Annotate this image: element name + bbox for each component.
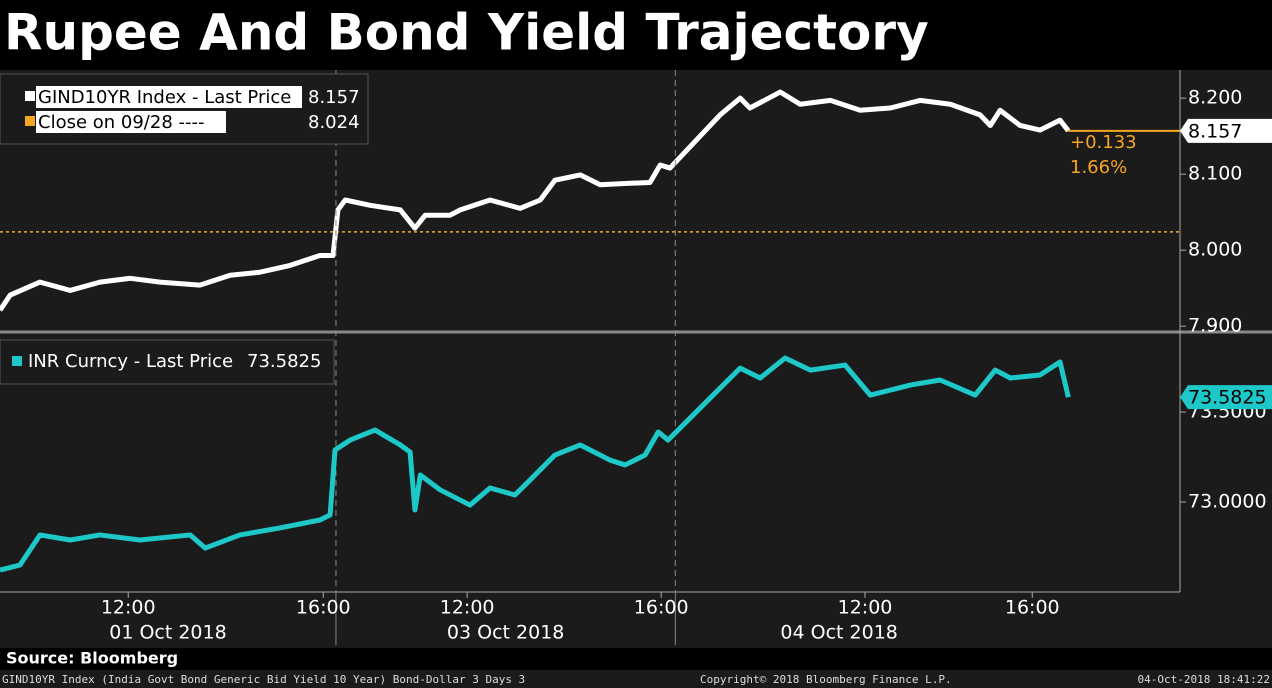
last-price-tag	[1180, 385, 1272, 410]
footer-bar	[0, 670, 1272, 688]
x-tick-label: 12:00	[440, 597, 495, 619]
legend-box	[0, 73, 369, 145]
legend-label: INR Curncy - Last Price	[28, 351, 233, 372]
annotation: 1.66%	[1070, 157, 1127, 178]
legend-label: Close on 09/28 ----	[38, 112, 204, 133]
x-tick-label: 16:00	[1005, 597, 1060, 619]
last-price-label: 73.5825	[1188, 387, 1267, 409]
legend-value: 73.5825	[247, 351, 321, 372]
last-price-label: 8.157	[1188, 120, 1242, 142]
source: Source: Bloomberg	[6, 649, 178, 668]
last-price-tag	[1180, 118, 1272, 143]
legend-value: 8.024	[308, 112, 360, 133]
legend-swatch	[25, 91, 35, 101]
x-tick-label: 16:00	[296, 597, 351, 619]
title-bar	[0, 0, 1272, 70]
x-tick-label: 12:00	[101, 597, 156, 619]
footer: 04-Oct-2018 18:41:22	[1138, 673, 1270, 686]
y-tick-label: 73.0000	[1188, 491, 1267, 513]
legend-highlight	[36, 111, 226, 133]
footer: GIND10YR Index (India Govt Bond Generic …	[2, 673, 525, 686]
footer: Copyright© 2018 Bloomberg Finance L.P.	[700, 673, 952, 686]
legend-box	[0, 339, 335, 385]
legend-swatch	[25, 116, 35, 126]
source-bar	[0, 648, 1272, 670]
line-series	[0, 89, 1071, 312]
y-tick-label: 8.000	[1188, 239, 1242, 261]
y-tick-label: 8.100	[1188, 163, 1242, 185]
chart-title: Rupee And Bond Yield Trajectory	[4, 4, 929, 62]
legend-highlight	[36, 86, 302, 108]
annotation: +0.133	[1070, 132, 1137, 153]
y-tick-label: 7.900	[1188, 315, 1242, 337]
day-label: 04 Oct 2018	[780, 622, 897, 644]
x-tick-label: 16:00	[634, 597, 689, 619]
x-tick-label: 12:00	[838, 597, 893, 619]
legend-swatch	[12, 356, 22, 366]
legend-value: 8.157	[308, 87, 360, 108]
legend-label: GIND10YR Index - Last Price	[38, 87, 291, 108]
y-tick-label: 8.200	[1188, 87, 1242, 109]
day-label: 03 Oct 2018	[447, 622, 564, 644]
marks: 8.2008.1008.0007.9008.15773.500073.00000…	[0, 70, 1272, 645]
line-series	[0, 355, 1071, 573]
day-label: 01 Oct 2018	[109, 622, 226, 644]
